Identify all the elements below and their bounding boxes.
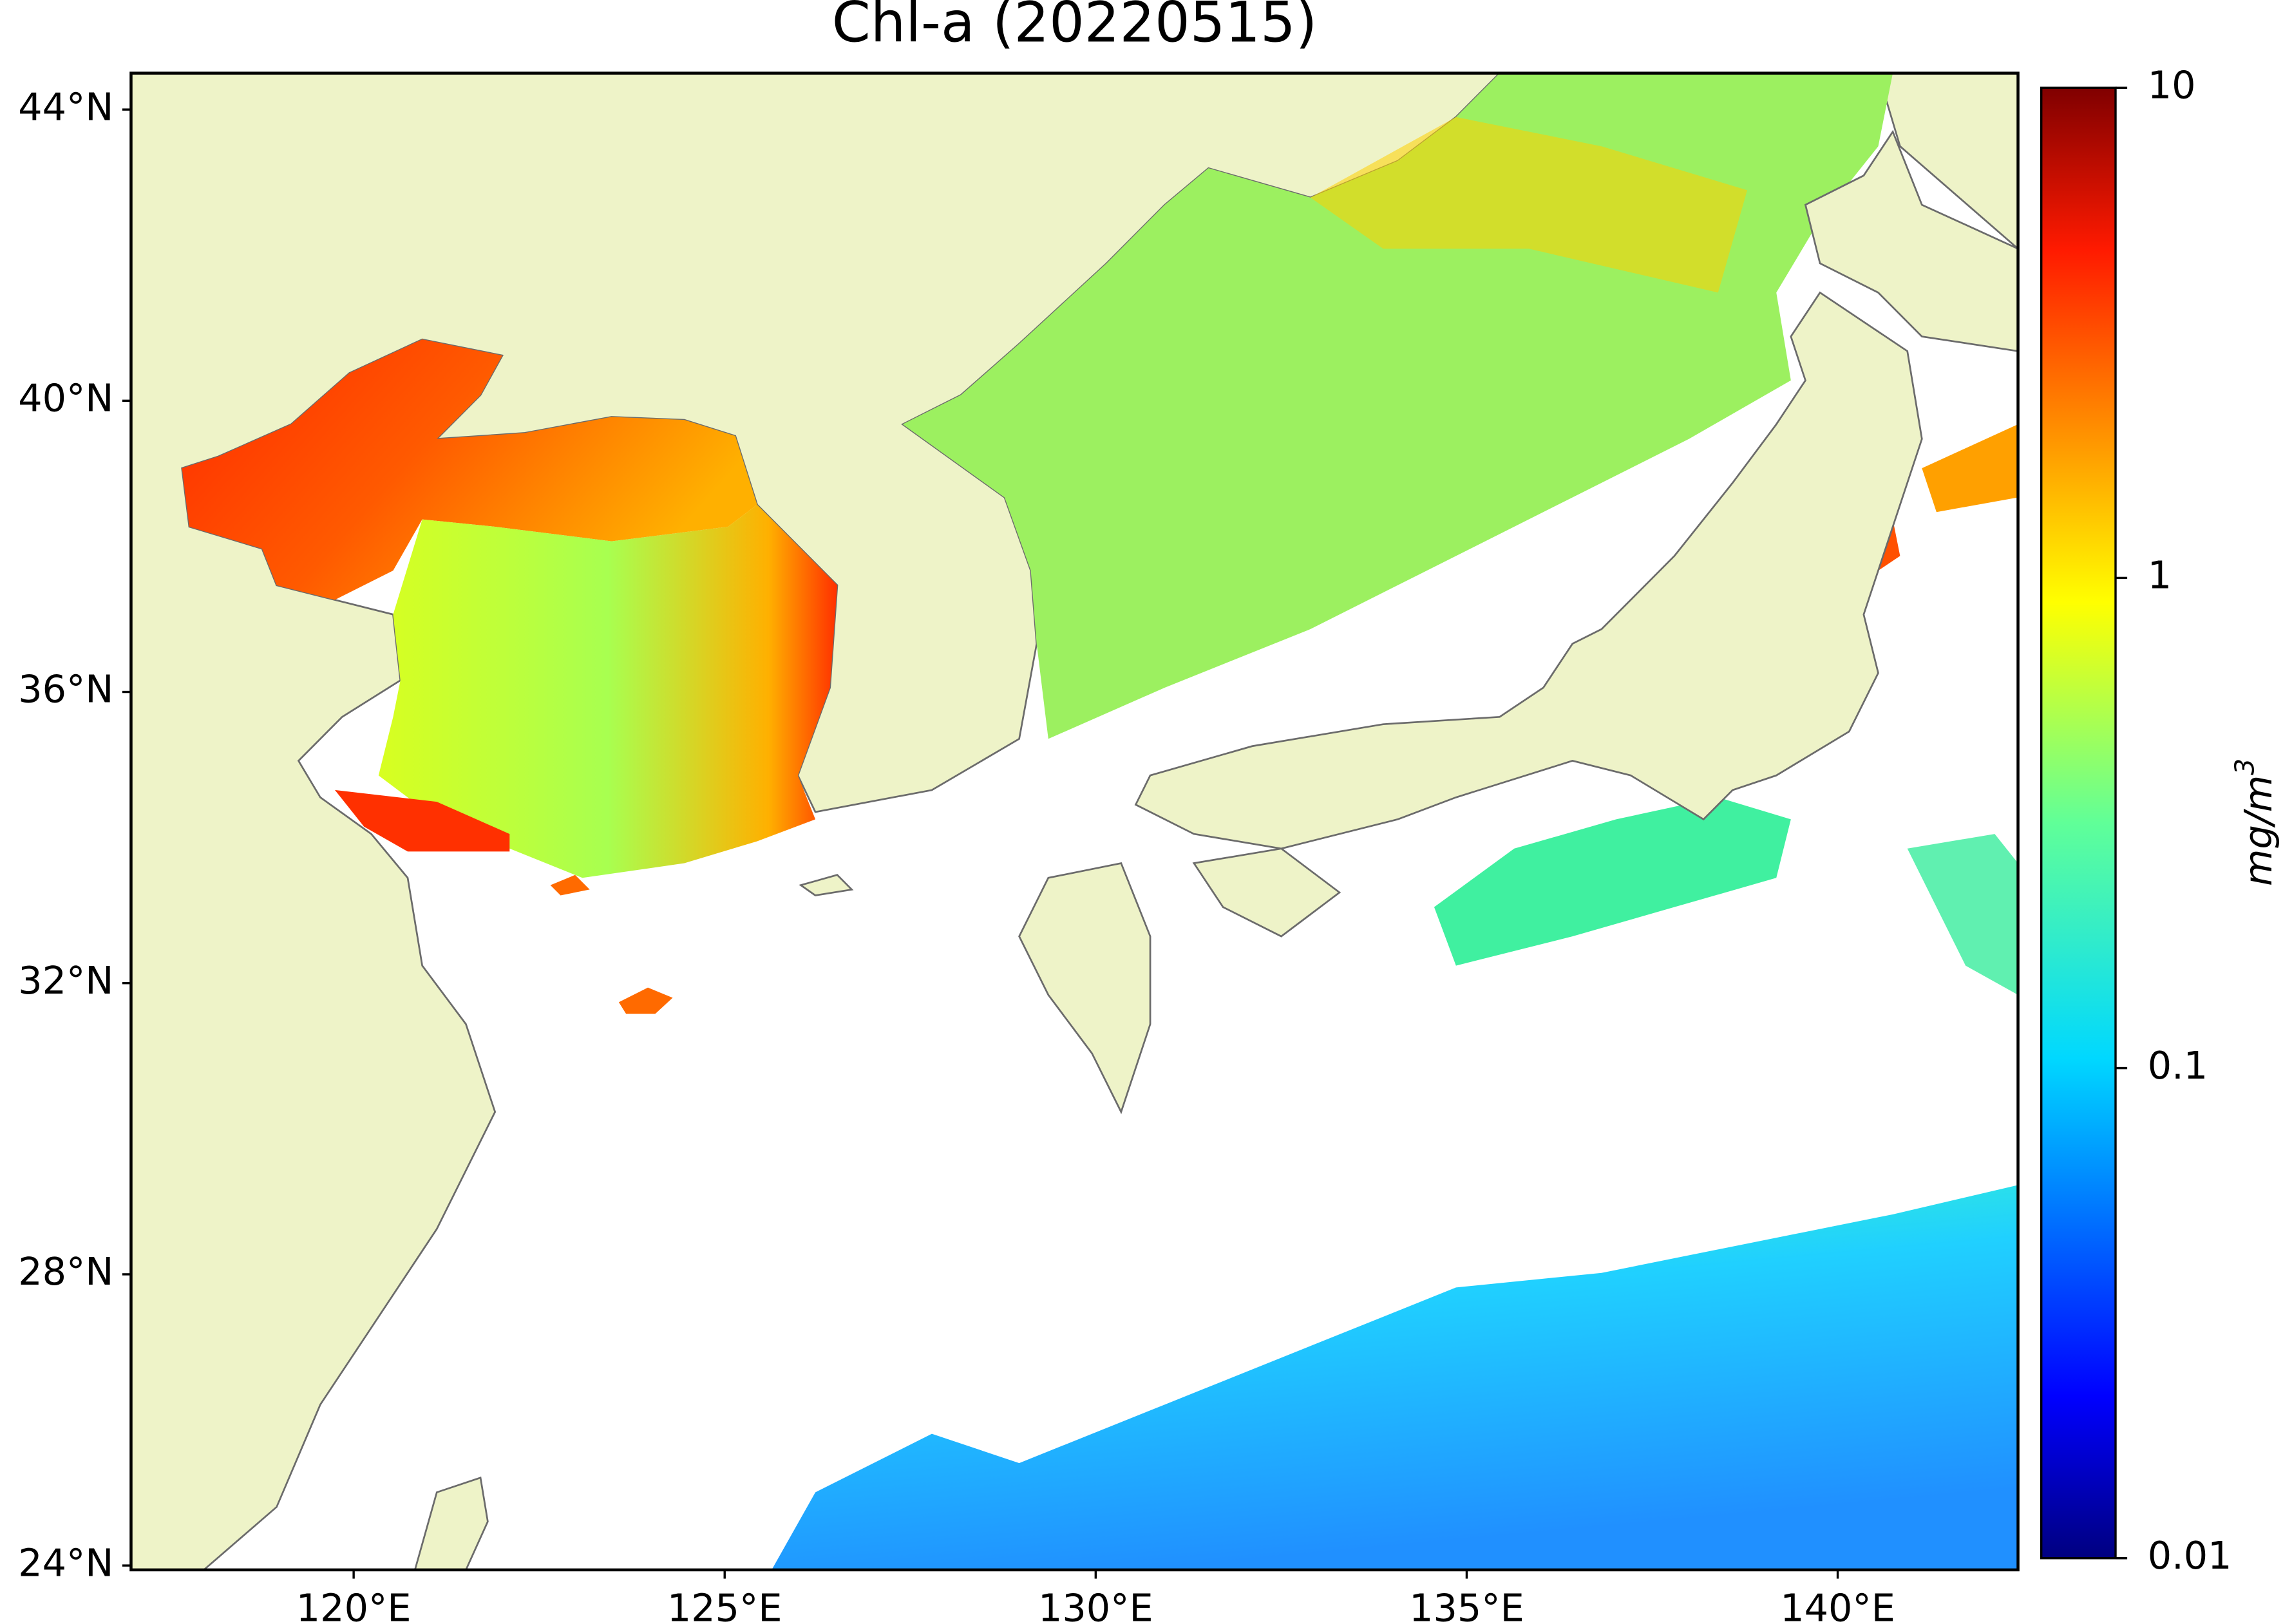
- x-tick-label: 135°E: [1409, 1586, 1524, 1624]
- x-tick-label: 140°E: [1780, 1586, 1895, 1624]
- land-honshu: [1134, 291, 1923, 850]
- chl-east-honshu: [1907, 834, 2018, 996]
- chl-south-japan: [1434, 797, 1791, 966]
- colorbar-unit-exponent: 3: [2230, 759, 2260, 775]
- colorbar: [2040, 86, 2117, 1560]
- land-jeju: [799, 874, 854, 896]
- colorbar-tick-label: 0.01: [2148, 1533, 2232, 1578]
- y-tick-label: 44°N: [18, 84, 113, 129]
- x-tick-label: 130°E: [1038, 1586, 1153, 1624]
- land-taiwan: [413, 1476, 489, 1570]
- colorbar-tick-label: 1: [2148, 552, 2172, 597]
- chl-pacific: [772, 1185, 2018, 1570]
- chl-yellow-sea: [378, 504, 837, 878]
- y-tick-label: 40°N: [18, 375, 113, 420]
- y-tick-label: 32°N: [18, 958, 113, 1003]
- land-kyushu: [1018, 862, 1151, 1115]
- y-tick-label: 24°N: [18, 1540, 113, 1585]
- map-frame: [129, 71, 2020, 1572]
- chl-patch: [1922, 424, 2018, 513]
- x-tick-label: 120°E: [296, 1586, 412, 1624]
- chl-coastal: [334, 789, 510, 852]
- y-tick-label: 28°N: [18, 1249, 113, 1294]
- map-title: Chl-a (20220515): [832, 0, 1317, 55]
- chl-patch: [550, 874, 590, 896]
- colorbar-tick-label: 0.1: [2148, 1043, 2208, 1088]
- map-area: [131, 73, 2018, 1570]
- x-tick-label: 125°E: [667, 1586, 782, 1624]
- chl-sea-of-japan-north: [1310, 117, 1748, 293]
- y-tick-label: 36°N: [18, 667, 113, 712]
- chl-bohai: [182, 339, 757, 600]
- land-shikoku: [1192, 847, 1341, 938]
- colorbar-label: mg/m3: [2230, 759, 2281, 886]
- colorbar-tick-label: 10: [2148, 62, 2196, 107]
- chl-patch: [618, 987, 673, 1014]
- colorbar-unit: mg/m: [2236, 775, 2280, 886]
- land-hokkaido: [1804, 129, 2018, 352]
